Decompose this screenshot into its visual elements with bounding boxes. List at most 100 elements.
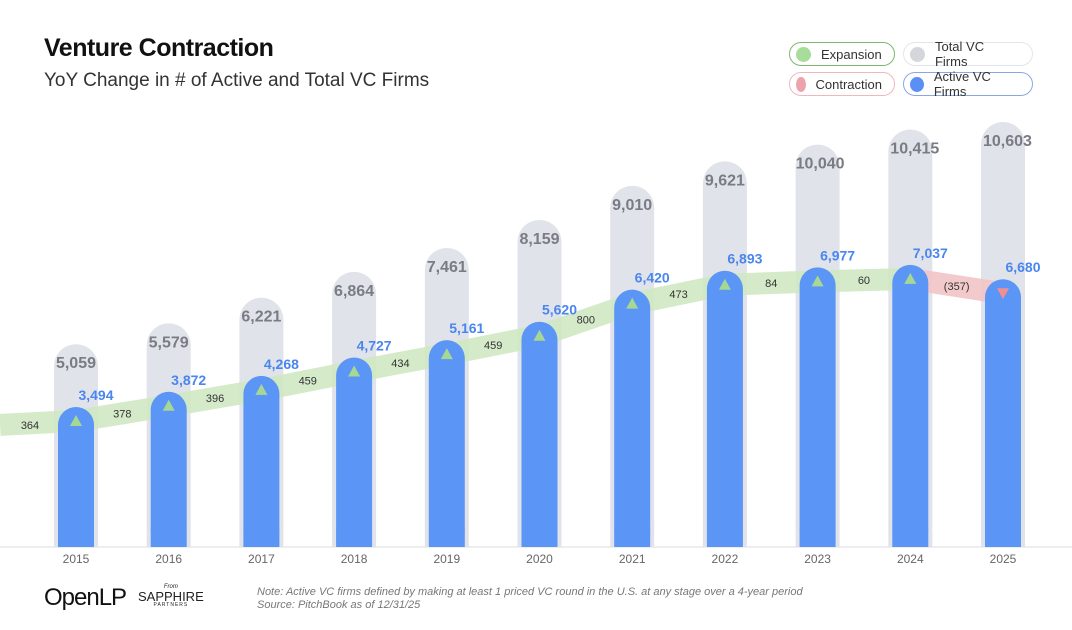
active-bar (892, 264, 929, 547)
total-value-label: 10,415 (890, 141, 939, 158)
yoy-change-label: 364 (21, 420, 39, 432)
active-bar-base (58, 529, 94, 547)
logo-from: From (163, 584, 178, 590)
legend-label: Active VC Firms (933, 69, 991, 99)
active-value-label: 4,268 (264, 356, 299, 372)
active-bar-base (985, 529, 1021, 547)
total-value-label: 5,059 (56, 355, 96, 372)
up-arrow-icon (718, 278, 731, 290)
up-arrow-icon (904, 272, 917, 284)
x-tick-label: 2015 (63, 552, 90, 566)
active-value-label: 6,977 (820, 247, 855, 263)
active-bar (521, 321, 558, 547)
yoy-change-label: 84 (765, 278, 777, 290)
active-value-label: 7,037 (913, 245, 948, 261)
active-bar (706, 270, 743, 547)
active-bar-base (892, 529, 929, 547)
total-value-label: 8,159 (519, 231, 559, 248)
active-value-label: 5,161 (449, 320, 484, 336)
total-value-label: 9,621 (705, 172, 745, 189)
active-value-label: 6,420 (635, 270, 670, 286)
x-tick-label: 2021 (619, 552, 646, 566)
total-value-label: 7,461 (427, 259, 467, 276)
legend-label: Contraction (815, 76, 882, 92)
active-bar (58, 406, 94, 547)
active-value-label: 3,872 (171, 372, 206, 388)
active-bar-base (243, 529, 280, 547)
active-bar (985, 279, 1021, 547)
logo-partner: SAPPHIRE (138, 589, 204, 604)
yoy-change-label: 473 (669, 289, 687, 301)
logo-partner-sub: PARTNERS (153, 602, 189, 608)
yoy-change-label: 434 (391, 358, 409, 370)
up-arrow-icon (70, 414, 82, 426)
x-tick-label: 2017 (248, 552, 275, 566)
active-value-label: 5,620 (542, 302, 577, 318)
total-value-label: 5,579 (149, 334, 189, 351)
x-tick-label: 2020 (526, 552, 553, 566)
x-tick-label: 2019 (433, 552, 460, 566)
active-bar-base (336, 529, 373, 547)
legend-swatch (796, 46, 811, 62)
legend-item: Total VC Firms (903, 39, 1033, 69)
legend-swatch (910, 76, 924, 92)
total-value-label: 9,010 (612, 197, 652, 214)
yoy-change-label: 459 (484, 340, 502, 352)
active-bar (150, 391, 187, 547)
yoy-change-label: (357) (944, 281, 970, 293)
active-bar-base (521, 529, 558, 547)
active-value-label: 6,680 (1005, 259, 1040, 275)
active-value-label: 3,494 (78, 387, 113, 403)
x-tick-label: 2018 (341, 552, 368, 566)
down-arrow-icon (997, 288, 1009, 300)
x-tick-label: 2022 (712, 552, 739, 566)
legend-swatch (796, 76, 806, 92)
active-bar-base (799, 529, 836, 547)
openlp-logo: OpenLP (44, 584, 127, 611)
up-arrow-icon (348, 365, 361, 377)
active-value-label: 4,727 (357, 338, 392, 354)
footnote: Note: Active VC firms defined by making … (257, 586, 803, 612)
yoy-change-label: 378 (113, 408, 131, 420)
chart-title: Venture Contraction (44, 34, 274, 62)
up-arrow-icon (162, 399, 175, 411)
active-bar (614, 289, 651, 547)
up-arrow-icon (811, 275, 824, 287)
active-bar (243, 375, 280, 547)
up-arrow-icon (626, 297, 639, 309)
legend-item: Expansion (789, 42, 895, 66)
active-bar (799, 267, 836, 547)
yoy-change-label: 60 (858, 275, 870, 287)
legend-label: Total VC Firms (934, 39, 985, 69)
yoy-change-label: 396 (206, 393, 224, 405)
total-value-label: 6,864 (334, 283, 374, 300)
active-bar-base (614, 529, 651, 547)
up-arrow-icon (255, 383, 268, 395)
active-bar (428, 340, 465, 547)
legend-item: Contraction (789, 72, 895, 96)
legend-item: Active VC Firms (903, 69, 1033, 99)
active-bar-base (150, 529, 187, 547)
x-tick-label: 2025 (990, 552, 1017, 566)
total-value-label: 10,040 (796, 156, 845, 173)
legend-label: Expansion (821, 46, 882, 62)
yoy-change-label: 800 (577, 315, 595, 327)
active-value-label: 6,893 (727, 251, 762, 267)
sapphire-logo: From SAPPHIRE PARTNERS (138, 584, 204, 608)
active-bar-base (428, 529, 465, 547)
yoy-change-label: 459 (299, 376, 317, 388)
note-text: Note: Active VC firms defined by making … (257, 586, 803, 598)
x-tick-label: 2024 (897, 552, 924, 566)
chart-subtitle: YoY Change in # of Active and Total VC F… (44, 70, 430, 91)
legend-swatch (910, 46, 925, 62)
up-arrow-icon (533, 329, 546, 341)
source-text: Source: PitchBook as of 12/31/25 (257, 599, 421, 611)
active-bar (336, 357, 373, 547)
x-tick-label: 2023 (804, 552, 831, 566)
up-arrow-icon (440, 348, 453, 360)
active-bar-base (706, 529, 743, 547)
total-value-label: 6,221 (241, 309, 281, 326)
total-value-label: 10,603 (983, 133, 1032, 150)
